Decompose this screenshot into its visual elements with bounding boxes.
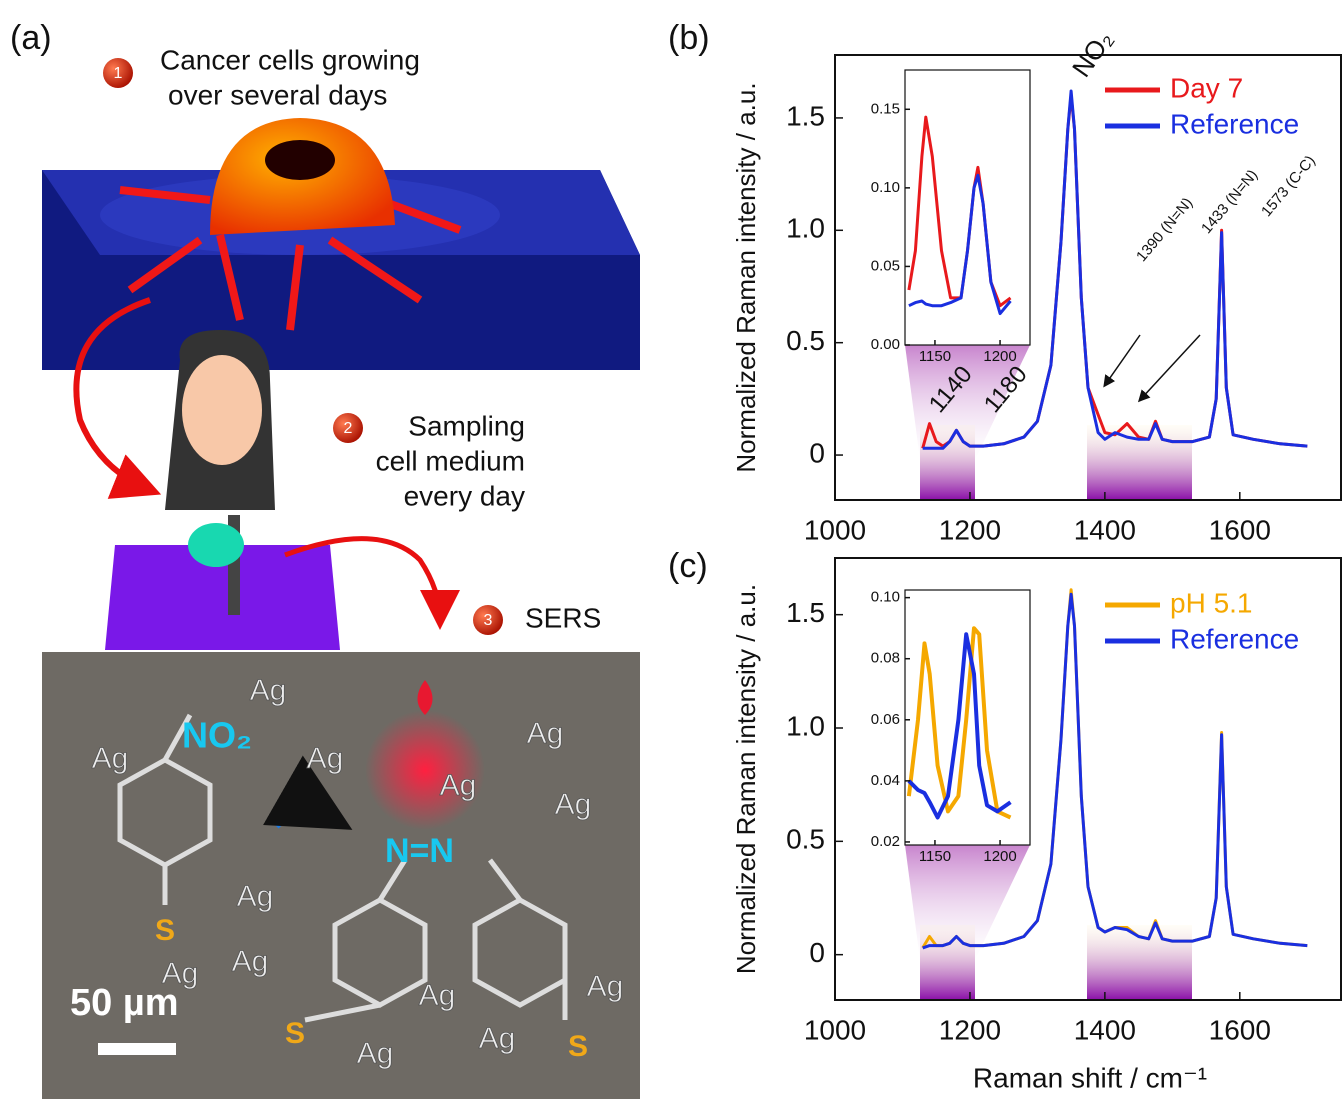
- step-text: over several days: [168, 79, 387, 110]
- chem-label: S: [155, 914, 175, 947]
- y-axis-title: Normalized Raman intensity / a.u.: [731, 584, 761, 974]
- step-text: every day: [404, 480, 525, 511]
- panel-label: (c): [668, 547, 708, 585]
- y-tick-label: 0.10: [871, 179, 900, 196]
- ag-label: Ag: [555, 788, 592, 821]
- legend-label: Reference: [1170, 108, 1299, 139]
- ag-label: Ag: [92, 742, 129, 775]
- y-tick-label: 0.5: [786, 325, 825, 356]
- y-tick-label: 0.00: [871, 336, 900, 353]
- step-text: Cancer cells growing: [160, 44, 420, 75]
- panel-label: (b): [668, 19, 710, 57]
- x-tick-label: 1600: [1209, 514, 1271, 545]
- x-axis-title: Raman shift / cm⁻¹: [973, 1062, 1207, 1093]
- y-tick-label: 0.15: [871, 100, 900, 117]
- y-tick-label: 1.5: [786, 597, 825, 628]
- y-tick-label: 0: [809, 937, 825, 968]
- ag-label: Ag: [250, 674, 287, 707]
- x-tick-label: 1000: [804, 514, 866, 545]
- figure: (a) 1 Cancer cells growing over several …: [0, 0, 1343, 1099]
- annotation: NO₂: [1066, 25, 1119, 82]
- annotation: 1390 (N=N): [1133, 194, 1196, 265]
- y-tick-label: 1.5: [786, 100, 825, 131]
- legend-label: Day 7: [1170, 72, 1243, 103]
- step-text: SERS: [525, 602, 601, 633]
- ag-label: Ag: [527, 717, 564, 750]
- step-number: 3: [484, 612, 493, 629]
- y-tick-label: 1.0: [786, 710, 825, 741]
- y-tick-label: 0.04: [871, 772, 900, 789]
- step-text: Sampling: [408, 410, 525, 441]
- ag-label: Ag: [232, 945, 269, 978]
- y-tick-label: 0.10: [871, 589, 900, 606]
- y-tick-label: 0.06: [871, 711, 900, 728]
- chem-label: N=N: [385, 832, 454, 870]
- panel-label: (a): [10, 19, 52, 57]
- ag-label: Ag: [307, 742, 344, 775]
- y-axis-title: Normalized Raman intensity / a.u.: [731, 82, 761, 472]
- x-tick-label: 1200: [983, 348, 1016, 365]
- x-tick-label: 1600: [1209, 1014, 1271, 1045]
- x-tick-label: 1200: [983, 848, 1016, 865]
- chem-label: S: [285, 1017, 305, 1050]
- y-tick-label: 1.0: [786, 213, 825, 244]
- y-tick-label: 0.08: [871, 650, 900, 667]
- legend-label: Reference: [1170, 623, 1299, 654]
- ag-label: Ag: [357, 1037, 394, 1070]
- annotation: 1433 (N=N): [1198, 166, 1261, 237]
- y-tick-label: 0.02: [871, 833, 900, 850]
- step-number: 2: [344, 420, 353, 437]
- y-tick-label: 0.05: [871, 257, 900, 274]
- chem-label: S: [568, 1030, 588, 1063]
- ag-label: Ag: [162, 957, 199, 990]
- x-tick-label: 1200: [939, 514, 1001, 545]
- legend-label: pH 5.1: [1170, 587, 1253, 618]
- y-tick-label: 0: [809, 437, 825, 468]
- ag-label: Ag: [440, 769, 477, 802]
- x-tick-label: 1400: [1074, 1014, 1136, 1045]
- y-tick-label: 0.5: [786, 824, 825, 855]
- ag-label: Ag: [237, 880, 274, 913]
- step-text: cell medium: [376, 445, 525, 476]
- chem-label: NO₂: [182, 715, 252, 756]
- x-tick-label: 1400: [1074, 514, 1136, 545]
- x-tick-label: 1200: [939, 1014, 1001, 1045]
- ag-label: Ag: [419, 979, 456, 1012]
- step-number: 1: [114, 65, 123, 82]
- x-tick-label: 1000: [804, 1014, 866, 1045]
- annotation: 1573 (C-C): [1258, 152, 1319, 220]
- ag-label: Ag: [587, 970, 624, 1003]
- ag-label: Ag: [479, 1022, 516, 1055]
- x-tick-label: 1150: [919, 848, 951, 865]
- x-tick-label: 1150: [919, 348, 951, 365]
